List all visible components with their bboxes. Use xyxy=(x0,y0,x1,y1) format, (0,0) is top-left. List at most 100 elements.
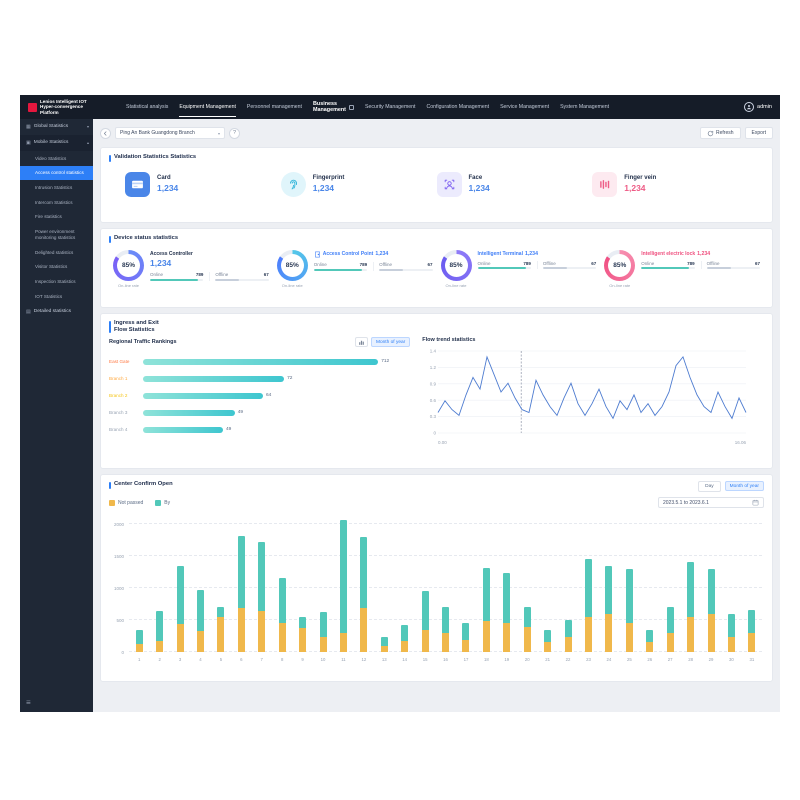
back-button[interactable] xyxy=(100,127,111,139)
device-status-card-title: Device status statistics xyxy=(114,235,179,241)
sidebar-item-access-control-statistics[interactable]: Access control statistics xyxy=(20,165,93,181)
date-range-picker[interactable]: 2023.5.1 to 2023.6.1 xyxy=(658,497,764,508)
flow-trend-line-chart: 1.4 1.2 0.9 0.6 0.3 0 0.00 16.06 xyxy=(422,345,764,452)
menu-item-security-management[interactable]: Security Management xyxy=(365,95,415,119)
sidebar-group-detailed-statistics[interactable]: ▤ Detailed statistics xyxy=(20,304,93,320)
bar-segment-not-passed xyxy=(482,620,490,652)
flow-trend-panel: Flow trend statistics 1.4 1.2 0.9 0.6 0.3 0 0.… xyxy=(422,337,764,452)
sidebar-item-inspection-statistics[interactable]: Inspection Statistics xyxy=(35,279,76,285)
device-stat-value: 67 xyxy=(427,262,433,267)
menu-item-statistical-analysis[interactable]: Statistical analysis xyxy=(126,95,168,119)
y-tick-label: 2000 xyxy=(113,521,124,527)
stacked-bar xyxy=(176,565,184,652)
bar-segment-not-passed xyxy=(442,633,450,652)
stacked-bar xyxy=(523,607,531,652)
menu-item-equipment-management[interactable]: Equipment Management xyxy=(179,95,236,119)
sidebar-item-iot-statistics[interactable]: IOT Statistics xyxy=(35,293,63,299)
bar-segment-not-passed xyxy=(748,633,756,652)
sidebar-item-fire-statistics[interactable]: Fire statistics xyxy=(35,214,62,220)
finger-vein-icon xyxy=(592,171,618,197)
sidebar-item-intercom-statistics[interactable]: Intercom Statistics xyxy=(35,199,73,205)
device-stat-value: 789 xyxy=(523,260,531,266)
rank-value: 64 xyxy=(265,393,272,399)
sidebar-item-intrusion-statistics[interactable]: Intrusion Statistics xyxy=(35,184,73,190)
stacked-bar xyxy=(482,568,490,652)
stacked-bar xyxy=(217,607,225,652)
bar-segment-by xyxy=(360,536,368,609)
refresh-button[interactable]: Refresh xyxy=(700,127,741,139)
stacked-bar xyxy=(544,629,552,652)
device-stat-offline: Offline 67 xyxy=(209,272,269,281)
month-of-year-button[interactable]: Month of year xyxy=(724,481,764,491)
online-rate-label: On-line rate xyxy=(609,282,631,288)
bar-segment-not-passed xyxy=(421,630,429,652)
sidebar-item-power-environment-monitoring-statistics[interactable]: Power environment monitoring statistics xyxy=(35,229,76,240)
month-of-year-button[interactable]: Month of year xyxy=(370,337,411,348)
sidebar-item-visitor-statistics[interactable]: Visitor Statistics xyxy=(35,264,68,270)
menu-item-system-management[interactable]: System Management xyxy=(560,95,609,119)
stacked-bar xyxy=(380,637,388,652)
x-tick-label: 23 xyxy=(586,656,591,662)
gauge-name: Intelligent Terminal xyxy=(477,250,523,257)
bar-day-21 xyxy=(537,629,557,652)
bar-day-26 xyxy=(640,629,660,652)
x-tick-label: 25 xyxy=(626,656,632,662)
x-tick-label: 24 xyxy=(606,656,612,662)
menu-collapse-icon[interactable]: ≡ xyxy=(26,698,31,707)
bar-segment-by xyxy=(727,613,735,637)
user-menu[interactable]: admin xyxy=(744,102,772,112)
main-content: Ping An Bank Guangdong Branch ▾ ? Refres… xyxy=(93,119,780,712)
regional-rankings-panel: Regional Traffic Rankings Month of year … xyxy=(109,337,411,452)
bar-day-30 xyxy=(721,613,741,652)
legend-swatch xyxy=(155,499,162,506)
online-rate-label: On-line rate xyxy=(281,282,303,288)
bar-day-14 xyxy=(394,624,414,652)
menu-item-personnel-management[interactable]: Personnel management xyxy=(247,95,302,119)
bar-segment-not-passed xyxy=(258,611,266,652)
device-stat-label: Online xyxy=(150,272,164,278)
branch-select[interactable]: Ping An Bank Guangdong Branch ▾ xyxy=(115,127,225,139)
svg-text:0.6: 0.6 xyxy=(430,398,437,403)
menu-item-service-management[interactable]: Service Management xyxy=(500,95,549,119)
sidebar-group-mobile-statistics[interactable]: ▣ Mobile Statistics ▴ xyxy=(20,135,93,151)
calendar-icon xyxy=(752,499,759,506)
monitor-icon: ▣ xyxy=(26,140,31,146)
bar-day-25 xyxy=(619,568,639,652)
bar-segment-by xyxy=(666,607,674,634)
gauge-intelligent-terminal: 85% On-line rate Intelligent Terminal 1,234… xyxy=(437,249,601,288)
export-button[interactable]: Export xyxy=(744,127,773,139)
flow-title-line1: Ingress and Exit xyxy=(114,320,159,326)
sidebar-item-video-statistics[interactable]: Video Statistics xyxy=(35,155,67,161)
bar-day-17 xyxy=(456,623,476,652)
grid-icon: ▦ xyxy=(26,124,31,130)
x-tick-label: 31 xyxy=(749,656,755,662)
branch-select-value: Ping An Bank Guangdong Branch xyxy=(120,130,195,136)
title-accent-bar xyxy=(109,481,111,489)
x-tick-label: 19 xyxy=(504,656,510,662)
rank-row-branch-1: Branch 1 72 xyxy=(109,370,410,387)
sidebar-group-global-statistics[interactable]: ▦ Global Statistics ▾ xyxy=(20,119,93,135)
rank-bar xyxy=(143,392,263,399)
chart-type-icon[interactable] xyxy=(354,337,368,348)
bar-segment-by xyxy=(339,520,347,633)
x-tick-label: 17 xyxy=(463,656,469,662)
device-stat-value: 789 xyxy=(195,272,204,278)
sidebar-menu: ▦ Global Statistics ▾ ▣ Mobile Statistics ▴ Vi… xyxy=(20,119,93,320)
menu-item-configuration-management[interactable]: Configuration Management xyxy=(426,95,489,119)
help-button[interactable]: ? xyxy=(229,127,240,139)
online-rate-label: On-line rate xyxy=(445,282,467,288)
day-button[interactable]: Day xyxy=(698,481,721,492)
bar-segment-not-passed xyxy=(135,644,143,652)
x-tick-label: 15 xyxy=(422,656,428,662)
bar-segment-by xyxy=(299,616,307,628)
gauge-value: 1,234 xyxy=(375,250,389,257)
sidebar-item-delighted-statistics[interactable]: Delighted statistics xyxy=(35,249,74,255)
bar-segment-not-passed xyxy=(707,614,715,652)
x-tick-label: 10 xyxy=(320,656,326,662)
title-accent-bar xyxy=(109,320,111,333)
rank-value: 49 xyxy=(237,410,244,416)
flow-statistics-card: Ingress and Exit Flow Statistics Regiona… xyxy=(100,313,773,469)
menu-item-business-management[interactable]: Business Management xyxy=(313,95,355,119)
gauge-value: 1,234 xyxy=(524,250,538,257)
bar-segment-not-passed xyxy=(605,614,613,652)
